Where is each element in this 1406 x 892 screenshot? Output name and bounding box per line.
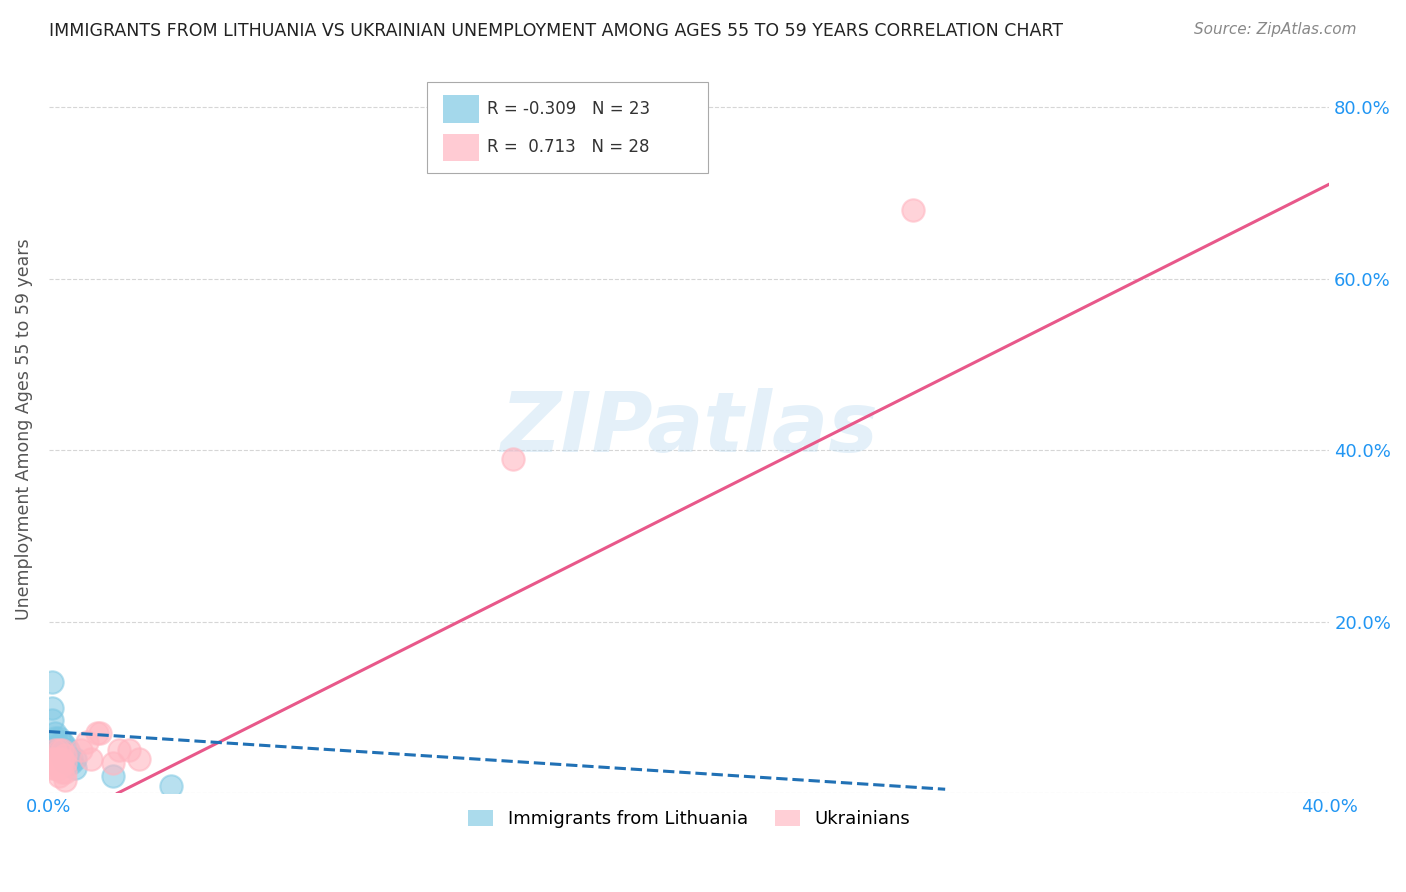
Point (44, 743, 66, 757)
Point (51, 747, 73, 762)
Point (60, 752, 83, 766)
Point (79, 752, 101, 766)
FancyBboxPatch shape (443, 95, 479, 123)
Point (51, 735, 73, 749)
Point (41, 752, 63, 766)
Point (53, 773, 76, 788)
Point (44, 731, 66, 745)
Point (159, 780, 181, 794)
Point (48, 743, 70, 757)
Point (63, 752, 86, 766)
Y-axis label: Unemployment Among Ages 55 to 59 years: Unemployment Among Ages 55 to 59 years (15, 238, 32, 620)
Point (108, 743, 131, 757)
Point (48, 739, 70, 754)
Point (118, 743, 141, 757)
Point (101, 769, 124, 783)
Point (502, 451, 524, 466)
Text: R =  0.713   N = 28: R = 0.713 N = 28 (486, 137, 650, 156)
FancyBboxPatch shape (443, 134, 479, 161)
Point (48, 761, 70, 775)
Point (41, 761, 63, 775)
Point (41, 674, 63, 689)
Point (53, 764, 76, 779)
Point (48, 743, 70, 757)
Point (51, 764, 73, 779)
Point (48, 731, 70, 745)
Point (44, 752, 66, 766)
Point (101, 756, 124, 771)
Point (56, 743, 79, 757)
Point (53, 756, 76, 771)
Point (51, 756, 73, 771)
Point (53, 747, 76, 762)
Point (44, 726, 66, 740)
Point (44, 739, 66, 754)
Text: R = -0.309   N = 23: R = -0.309 N = 23 (486, 100, 650, 118)
Point (48, 769, 70, 783)
Text: Source: ZipAtlas.com: Source: ZipAtlas.com (1194, 22, 1357, 37)
Point (128, 752, 150, 766)
Point (89, 726, 111, 740)
Point (53, 747, 76, 762)
Point (48, 752, 70, 766)
FancyBboxPatch shape (426, 82, 709, 173)
Point (44, 761, 66, 775)
Point (76, 735, 98, 749)
Point (53, 739, 76, 754)
Text: ZIPatlas: ZIPatlas (501, 388, 879, 469)
Point (63, 761, 86, 775)
Text: IMMIGRANTS FROM LITHUANIA VS UKRAINIAN UNEMPLOYMENT AMONG AGES 55 TO 59 YEARS CO: IMMIGRANTS FROM LITHUANIA VS UKRAINIAN U… (49, 22, 1063, 40)
Point (60, 756, 83, 771)
Point (53, 754, 76, 768)
Point (901, 202, 924, 217)
Point (41, 700, 63, 714)
Point (51, 752, 73, 766)
Legend: Immigrants from Lithuania, Ukrainians: Immigrants from Lithuania, Ukrainians (461, 803, 918, 836)
Point (51, 743, 73, 757)
Point (51, 743, 73, 757)
Point (86, 726, 108, 740)
Point (70, 743, 93, 757)
Point (41, 714, 63, 728)
Point (56, 754, 79, 768)
